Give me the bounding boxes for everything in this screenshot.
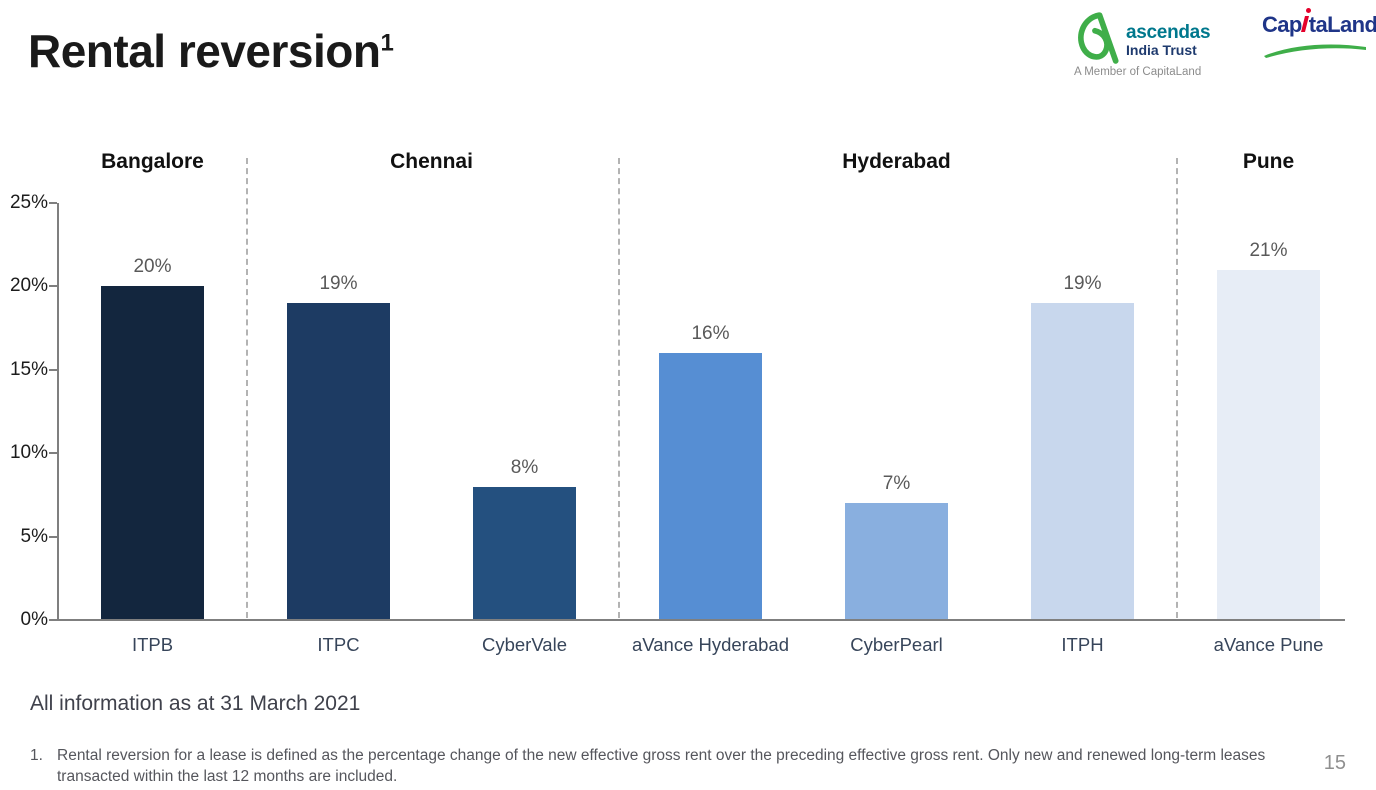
y-axis-tick (49, 619, 57, 621)
capitaland-wordmark: Cap taLand (1262, 8, 1376, 38)
bar-avance-pune (1217, 269, 1320, 620)
group-divider (1175, 158, 1178, 618)
bar-avance-hyderabad (659, 353, 762, 620)
capitaland-logo: Cap taLand (1262, 8, 1376, 68)
group-divider (245, 158, 248, 618)
y-axis-label-5-: 5% (20, 525, 48, 547)
page-number: 15 (1323, 752, 1346, 774)
bar-value-cybervale: 8% (510, 456, 539, 478)
group-header-hyderabad: Hyderabad (842, 150, 951, 173)
y-axis-label-25-: 25% (9, 192, 48, 213)
x-axis-label-cyberpearl: CyberPearl (850, 634, 943, 655)
member-of-capitaland-text: A Member of CapitaLand (1074, 66, 1202, 78)
x-axis-label-avance-hyderabad: aVance Hyderabad (631, 634, 789, 655)
group-header-chennai: Chennai (390, 150, 473, 173)
footnote: 1. Rental reversion for a lease is defin… (30, 746, 1292, 788)
x-axis-label-itph: ITPH (1061, 634, 1104, 655)
capitaland-wordmark-part1: Cap (1262, 12, 1302, 37)
bar-cybervale (473, 486, 576, 620)
y-axis-label-10-: 10% (9, 442, 48, 464)
footnote-number: 1. (30, 747, 43, 764)
x-axis-label-itpb: ITPB (131, 634, 174, 655)
y-axis-tick (49, 368, 57, 371)
india-trust-wordmark: India Trust (1126, 42, 1197, 58)
x-axis-label-cybervale: CyberVale (481, 634, 567, 655)
page-title: Rental reversion1 (28, 24, 394, 78)
y-axis-label-15-: 15% (9, 358, 48, 380)
bar-value-avance-pune: 21% (1249, 239, 1288, 261)
title-footnote-marker: 1 (380, 29, 394, 57)
x-axis-line (57, 619, 1345, 621)
y-axis-line (57, 203, 59, 620)
y-axis-tick (49, 452, 57, 455)
group-header-pune: Pune (1242, 150, 1295, 173)
y-axis-tick (49, 285, 57, 288)
group-header-bangalore: Bangalore (101, 150, 204, 173)
bar-value-itpb: 20% (133, 256, 172, 278)
bar-cyberpearl (845, 503, 948, 620)
footnote-text: Rental reversion for a lease is defined … (57, 747, 1266, 785)
y-axis-tick (49, 535, 57, 538)
capitaland-wordmark-part2: taLand (1308, 12, 1376, 37)
bar-value-avance-hyderabad: 16% (691, 323, 730, 345)
bar-value-itph: 19% (1063, 273, 1102, 295)
bar-itpb (101, 286, 204, 620)
y-axis-tick (49, 202, 57, 204)
bar-itph (1031, 303, 1134, 620)
y-axis-label-20-: 20% (9, 275, 48, 297)
bar-itpc (287, 303, 390, 620)
group-divider (617, 158, 620, 618)
page-title-text: Rental reversion (28, 25, 381, 77)
ascendas-india-trust-logo: ascendas India Trust A Member of CapitaL… (1074, 8, 1260, 80)
ascendas-wordmark: ascendas (1126, 22, 1211, 43)
bar-value-cyberpearl: 7% (882, 473, 911, 495)
x-axis-label-avance-pune: aVance Pune (1213, 634, 1324, 655)
bar-value-itpc: 19% (319, 273, 358, 295)
capitaland-swoosh-icon (1264, 44, 1366, 58)
y-axis-label-0-: 0% (20, 609, 48, 630)
ascendas-a-mark-icon (1078, 12, 1119, 64)
x-axis-label-itpc: ITPC (317, 634, 360, 655)
capitaland-red-i-icon (1300, 8, 1311, 32)
as-at-date-text: All information as at 31 March 2021 (30, 692, 361, 715)
